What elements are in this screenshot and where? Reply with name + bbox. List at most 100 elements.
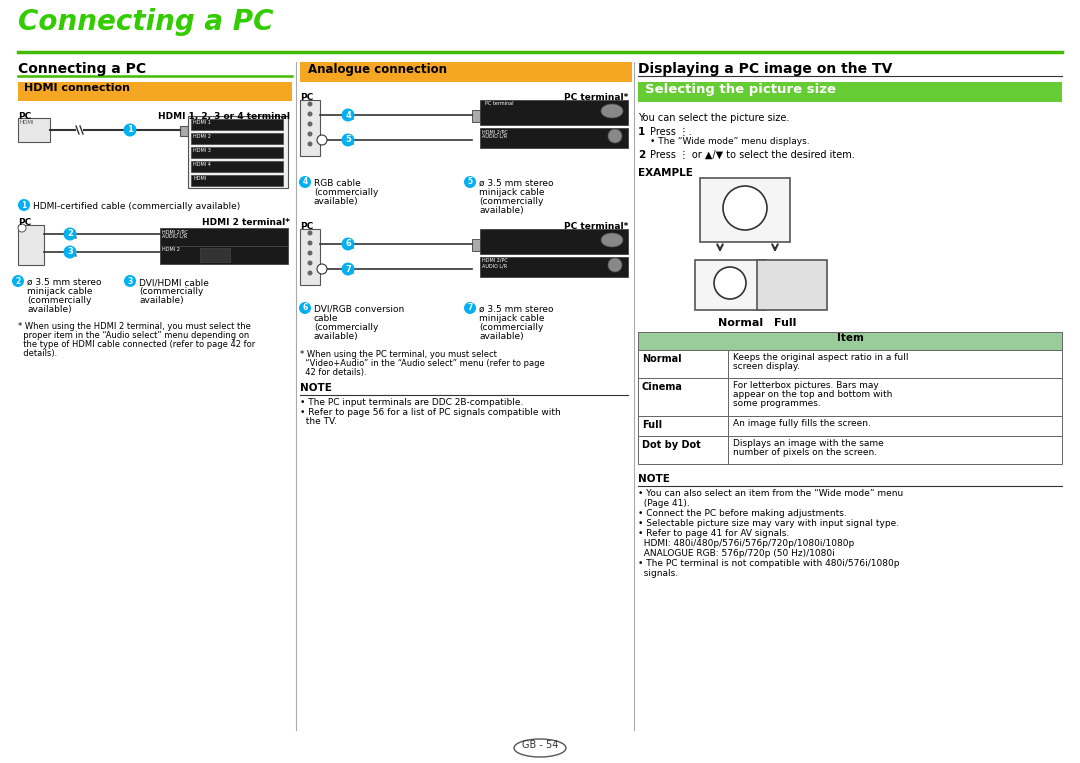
Text: HDMI 2: HDMI 2 bbox=[193, 134, 211, 139]
Text: Displays an image with the same: Displays an image with the same bbox=[733, 439, 883, 448]
Text: “Video+Audio” in the “Audio select” menu (refer to page: “Video+Audio” in the “Audio select” menu… bbox=[300, 359, 544, 368]
Bar bbox=[18, 118, 50, 142]
Text: For letterbox pictures. Bars may: For letterbox pictures. Bars may bbox=[733, 381, 879, 390]
Circle shape bbox=[64, 246, 77, 259]
Ellipse shape bbox=[514, 739, 566, 757]
Circle shape bbox=[341, 237, 354, 250]
Bar bbox=[160, 246, 288, 264]
Text: HDMI 2: HDMI 2 bbox=[162, 247, 180, 252]
Text: • Refer to page 56 for a list of PC signals compatible with: • Refer to page 56 for a list of PC sign… bbox=[300, 408, 561, 417]
Circle shape bbox=[124, 275, 136, 287]
Ellipse shape bbox=[600, 233, 623, 247]
Text: Full: Full bbox=[642, 420, 662, 430]
Bar bbox=[638, 436, 728, 464]
Text: the TV.: the TV. bbox=[300, 417, 337, 426]
Text: 2: 2 bbox=[67, 230, 73, 239]
Text: (commercially: (commercially bbox=[139, 287, 203, 296]
Text: * When using the HDMI 2 terminal, you must select the: * When using the HDMI 2 terminal, you mu… bbox=[18, 322, 251, 331]
Text: 42 for details).: 42 for details). bbox=[300, 368, 366, 377]
Circle shape bbox=[308, 131, 312, 137]
Text: ø 3.5 mm stereo: ø 3.5 mm stereo bbox=[480, 179, 554, 188]
Bar bbox=[480, 100, 627, 125]
Text: 3: 3 bbox=[67, 247, 72, 256]
Text: signals.: signals. bbox=[638, 569, 678, 578]
Text: AUDIO L/R: AUDIO L/R bbox=[482, 263, 508, 268]
Text: the type of HDMI cable connected (refer to page 42 for: the type of HDMI cable connected (refer … bbox=[18, 340, 255, 349]
Text: HDMI: HDMI bbox=[193, 176, 206, 181]
Text: HDMI: HDMI bbox=[21, 120, 35, 125]
Text: 5: 5 bbox=[346, 136, 351, 144]
Bar bbox=[480, 257, 627, 277]
Text: HDMI connection: HDMI connection bbox=[24, 83, 130, 93]
Bar bbox=[188, 116, 288, 188]
Text: ANALOGUE RGB: 576p/720p (50 Hz)/1080i: ANALOGUE RGB: 576p/720p (50 Hz)/1080i bbox=[638, 549, 835, 558]
Text: PC: PC bbox=[300, 222, 313, 231]
Text: 1: 1 bbox=[638, 127, 645, 137]
Bar bbox=[191, 161, 283, 172]
Text: RGB cable: RGB cable bbox=[314, 179, 361, 188]
Text: (Page 41).: (Page 41). bbox=[638, 499, 690, 508]
Bar bbox=[191, 175, 283, 186]
Text: 4: 4 bbox=[302, 178, 308, 186]
Text: available): available) bbox=[139, 296, 184, 305]
Bar bbox=[638, 350, 728, 378]
Text: Normal: Normal bbox=[718, 318, 764, 328]
Bar bbox=[191, 133, 283, 144]
Text: • You can also select an item from the “Wide mode” menu: • You can also select an item from the “… bbox=[638, 489, 903, 498]
Bar bbox=[638, 378, 728, 416]
Text: Press ⋮.: Press ⋮. bbox=[650, 127, 692, 137]
Text: Press ⋮ or ▲/▼ to select the desired item.: Press ⋮ or ▲/▼ to select the desired ite… bbox=[650, 150, 854, 160]
Bar bbox=[728, 436, 1062, 464]
Text: Dot by Dot: Dot by Dot bbox=[642, 440, 701, 450]
Text: Keeps the original aspect ratio in a full: Keeps the original aspect ratio in a ful… bbox=[733, 353, 908, 362]
Bar bbox=[700, 178, 789, 242]
Circle shape bbox=[308, 230, 312, 236]
Bar bbox=[300, 62, 632, 82]
Text: PC: PC bbox=[300, 93, 313, 102]
Text: ø 3.5 mm stereo: ø 3.5 mm stereo bbox=[480, 305, 554, 314]
Text: available): available) bbox=[314, 197, 359, 206]
Text: EXAMPLE: EXAMPLE bbox=[638, 168, 693, 178]
Bar bbox=[480, 229, 627, 254]
Text: number of pixels on the screen.: number of pixels on the screen. bbox=[733, 448, 877, 457]
Circle shape bbox=[341, 134, 354, 146]
Text: NOTE: NOTE bbox=[300, 383, 332, 393]
Text: Connecting a PC: Connecting a PC bbox=[18, 8, 273, 36]
Circle shape bbox=[318, 264, 327, 274]
Circle shape bbox=[18, 224, 26, 232]
Bar bbox=[191, 119, 283, 130]
Bar bbox=[728, 378, 1062, 416]
Text: (commercially: (commercially bbox=[314, 188, 378, 197]
Circle shape bbox=[308, 121, 312, 127]
Text: HDMI 3: HDMI 3 bbox=[193, 148, 211, 153]
Text: (commercially: (commercially bbox=[314, 323, 378, 332]
Text: screen display.: screen display. bbox=[733, 362, 800, 371]
Bar bbox=[160, 228, 288, 246]
Text: * When using the PC terminal, you must select: * When using the PC terminal, you must s… bbox=[300, 350, 497, 359]
Text: AUDIO L/R: AUDIO L/R bbox=[482, 134, 508, 139]
Bar bbox=[200, 248, 230, 262]
Text: • Selectable picture size may vary with input signal type.: • Selectable picture size may vary with … bbox=[638, 519, 900, 528]
Text: 5: 5 bbox=[468, 178, 473, 186]
Text: An image fully fills the screen.: An image fully fills the screen. bbox=[733, 419, 870, 428]
Text: You can select the picture size.: You can select the picture size. bbox=[638, 113, 789, 123]
Text: HDMI 2/PC: HDMI 2/PC bbox=[482, 258, 508, 263]
Text: GB - 54: GB - 54 bbox=[522, 740, 558, 750]
Text: Selecting the picture size: Selecting the picture size bbox=[645, 83, 836, 96]
Bar bbox=[300, 100, 320, 156]
Text: • Connect the PC before making adjustments.: • Connect the PC before making adjustmen… bbox=[638, 509, 847, 518]
Text: PC: PC bbox=[18, 112, 31, 121]
Text: HDMI 2/PC: HDMI 2/PC bbox=[482, 129, 508, 134]
Text: 6: 6 bbox=[346, 240, 351, 249]
Text: HDMI: 480i/480p/576i/576p/720p/1080i/1080p: HDMI: 480i/480p/576i/576p/720p/1080i/108… bbox=[638, 539, 854, 548]
Text: (commercially: (commercially bbox=[27, 296, 92, 305]
Circle shape bbox=[714, 267, 746, 299]
Text: Analogue connection: Analogue connection bbox=[308, 63, 447, 76]
Text: 3: 3 bbox=[127, 276, 133, 285]
Text: HDMI 2/PC: HDMI 2/PC bbox=[162, 229, 188, 234]
Text: HDMI 1: HDMI 1 bbox=[193, 120, 211, 125]
Circle shape bbox=[123, 124, 136, 137]
Text: Normal: Normal bbox=[642, 354, 681, 364]
Circle shape bbox=[18, 199, 30, 211]
Text: ø 3.5 mm stereo: ø 3.5 mm stereo bbox=[27, 278, 102, 287]
